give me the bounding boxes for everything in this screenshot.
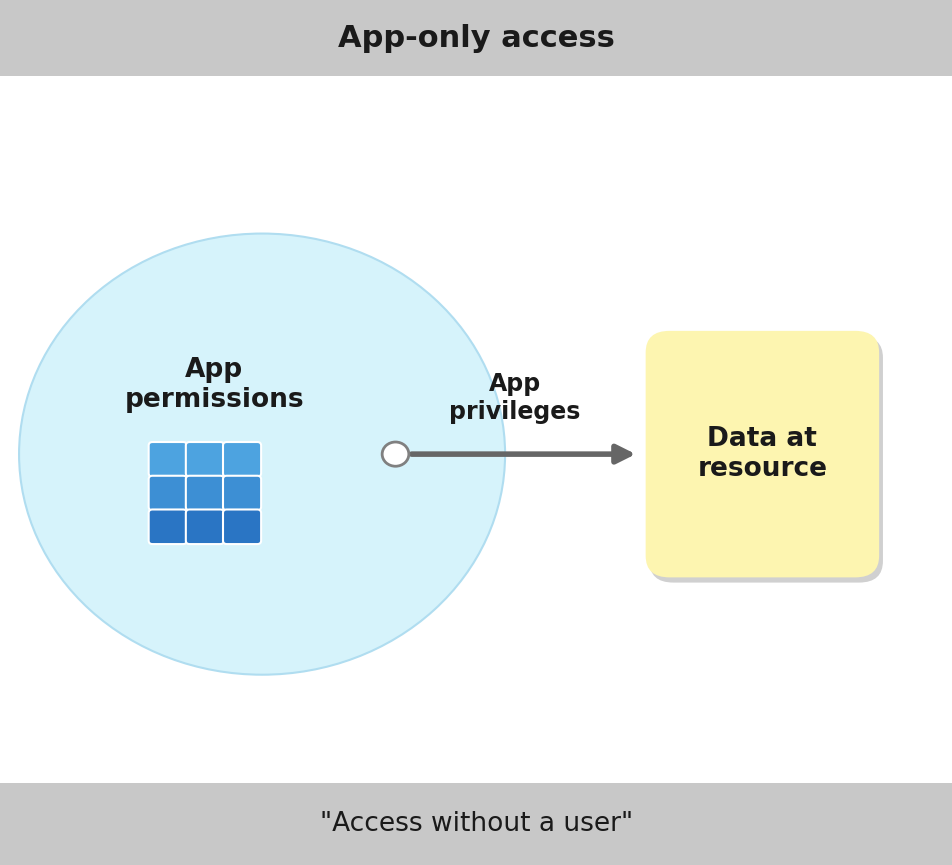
FancyBboxPatch shape [186,476,224,510]
Text: App
privileges: App privileges [448,372,580,424]
Bar [0,783,952,865]
FancyBboxPatch shape [223,442,261,477]
FancyBboxPatch shape [645,331,878,578]
Text: App
permissions: App permissions [125,357,304,413]
Text: "Access without a user": "Access without a user" [320,811,632,837]
Text: App-only access: App-only access [338,23,614,53]
Bar [0,76,952,783]
Circle shape [19,234,505,675]
FancyBboxPatch shape [149,476,187,510]
FancyBboxPatch shape [223,509,261,544]
Circle shape [382,442,408,466]
FancyBboxPatch shape [149,442,187,477]
FancyBboxPatch shape [649,336,882,583]
FancyBboxPatch shape [186,442,224,477]
Text: Data at
resource: Data at resource [697,426,826,482]
FancyBboxPatch shape [223,476,261,510]
FancyBboxPatch shape [186,509,224,544]
Bar [0,0,952,76]
FancyBboxPatch shape [149,509,187,544]
